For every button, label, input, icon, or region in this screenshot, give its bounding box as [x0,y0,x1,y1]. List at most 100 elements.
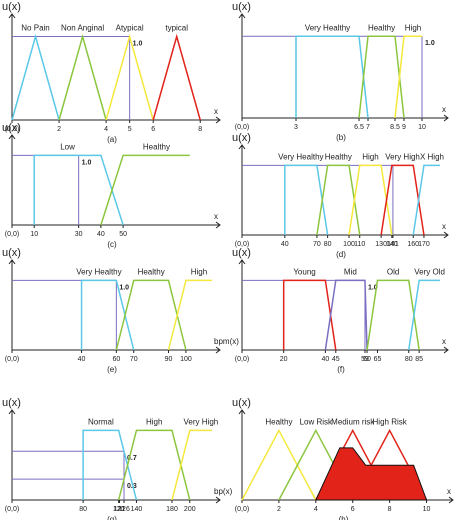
x-tick-label: (0,0) [235,356,249,363]
x-tick-label: 40 [281,241,289,248]
guide-line [242,35,423,118]
x-tick-label: (0,0) [235,506,249,513]
series-label: Old [387,268,399,277]
x-axis [12,116,221,124]
y-axis-label: u(x) [2,397,21,409]
x-tick-label: 30 [75,231,83,238]
series-label: Healthy [138,268,165,277]
membership-line [282,279,337,351]
caption: (f) [337,365,345,374]
guide-line [242,279,366,350]
x-tick-label: 60 [363,356,371,363]
x-axis-label: bp(x) [214,487,233,496]
x-tick-label: 121 [114,506,126,513]
series-label: typical [165,24,188,33]
guide-line [12,478,125,500]
membership-line [58,33,107,121]
y-axis [238,259,246,350]
x-axis-label: x [214,107,218,116]
x-axis [242,231,449,239]
y-axis [238,13,246,118]
x-tick-label: 60 [112,356,120,363]
x-tick-label: 90 [165,356,173,363]
y-axis-label: u(x) [2,247,21,259]
y-axis [238,409,246,500]
x-tick-label: (0,0) [235,124,249,131]
y-tick-label: 0.7 [127,455,137,462]
series-label: Atypical [116,24,144,33]
x-axis-label: x [442,337,446,346]
x-tick-label: 40 [78,356,86,363]
series-label: High Risk [373,418,408,427]
series-label: Very Old [414,268,445,277]
y-axis [8,13,16,120]
y-tick-label: 1.0 [82,159,92,166]
series-label: Very High [385,153,420,162]
caption: (b) [336,133,346,142]
y-tick-label: 1.0 [133,40,143,47]
x-tick-label: 8 [388,506,392,513]
x-tick-label: 8 [198,126,202,133]
caption: (g) [107,515,117,520]
x-tick-label: 85 [415,356,423,363]
caption: (a) [107,135,117,144]
y-axis-label: u(x) [232,132,251,144]
y-axis [238,144,246,235]
guide-line [12,154,80,225]
series-label: Normal [88,418,114,427]
x-tick-label: 10 [30,231,38,238]
membership-line [100,154,190,226]
membership-line [105,33,154,121]
x-tick-label: 80 [405,356,413,363]
x-tick-label: 160 [407,241,419,248]
series-label: High [405,23,421,32]
caption: (d) [336,250,346,259]
x-tick-label: 130 [375,241,387,248]
x-tick-label: (0,0) [5,506,19,513]
x-tick-label: 110 [354,241,365,248]
guide-line [12,36,131,120]
x-tick-label: 6 [351,506,355,513]
x-tick-label: 7 [366,124,370,131]
x-tick-label: 50 [119,231,127,238]
caption: (c) [107,240,117,249]
x-tick-label: 126 [118,506,130,513]
membership-line [358,35,405,119]
x-tick-label: 100 [180,356,192,363]
series-label: Healthy [143,143,170,152]
membership-line [241,428,317,501]
x-axis-label: x [214,212,218,221]
membership-line [380,164,425,236]
x-axis-label: x [447,487,451,496]
membership-line [295,35,369,119]
y-axis [8,259,16,350]
caption: (h) [339,515,349,520]
x-axis-label: bpm(x) [214,337,239,346]
x-tick-label: 65 [374,356,382,363]
x-axis-label: x [442,105,446,114]
guide-line [12,450,125,500]
x-tick-label: 2 [57,126,61,133]
x-tick-label: 2 [277,506,281,513]
y-tick-label: 1.0 [368,284,378,291]
series-label: Very Healthy [278,153,323,162]
x-tick-label: 5 [128,126,132,133]
x-tick-label: 80 [324,241,332,248]
x-tick-label: 120 [113,506,125,513]
y-axis-label: u(x) [2,1,21,13]
x-tick-label: 170 [418,241,430,248]
x-tick-label: 4 [314,506,318,513]
y-tick-label: 1.0 [119,284,129,291]
membership-line [167,279,212,351]
x-tick-label: 59 [361,356,369,363]
y-tick-label: 1.0 [425,40,435,47]
series-label: Very Healthy [76,268,121,277]
x-tick-label: 20 [280,356,288,363]
membership-line [316,164,361,236]
y-tick-label: 0.3 [127,483,137,490]
series-label: Healthy [325,153,352,162]
y-axis [8,409,16,500]
series-label: Very Healthy [305,23,350,32]
series-label: Low [60,143,75,152]
